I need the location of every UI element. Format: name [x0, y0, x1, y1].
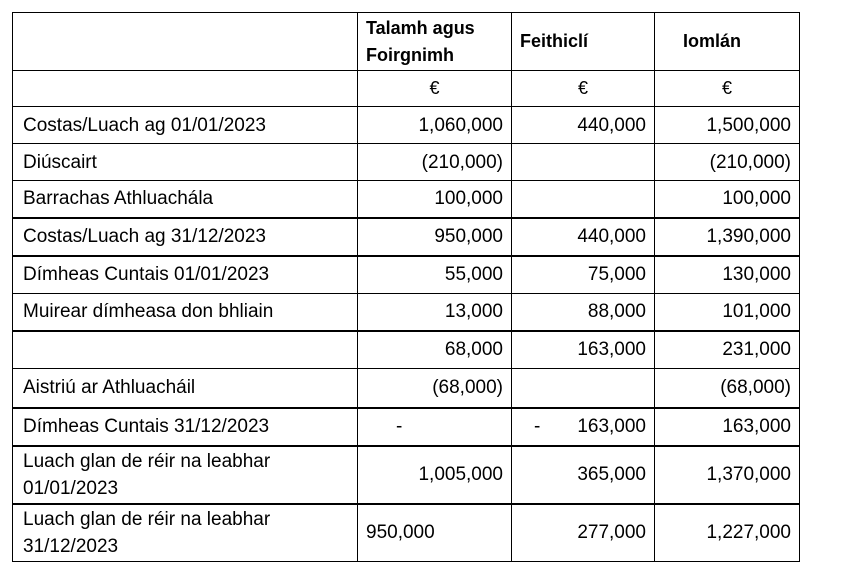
- row-label: Luach glan de réir na leabhar 31/12/2023: [12, 502, 358, 562]
- table-row: Barrachas Athluachála 100,000 100,000: [12, 180, 800, 218]
- fixed-assets-table: Talamh agus Foirgnimh Feithiclí Iomlán €…: [12, 12, 800, 562]
- cell-total: (210,000): [654, 143, 800, 181]
- row-label: [12, 329, 358, 369]
- currency-symbol-col2: €: [511, 70, 655, 107]
- table-row: 68,000 163,000 231,000: [12, 329, 800, 369]
- cell-total: 231,000: [654, 329, 800, 369]
- cell-total: 1,500,000: [654, 106, 800, 144]
- cell-total: (68,000): [654, 368, 800, 408]
- table-row: Dímheas Cuntais 31/12/2023 - - 163,000 16…: [12, 406, 800, 446]
- table-row: Luach glan de réir na leabhar 31/12/2023…: [12, 502, 800, 562]
- header-vehicles: Feithiclí: [511, 12, 655, 71]
- table-row: Muirear dímheasa don bhliain 13,000 88,0…: [12, 293, 800, 331]
- cell-land-buildings: 950,000: [357, 216, 512, 256]
- cell-total: 1,370,000: [654, 444, 800, 504]
- cell-vehicles: - 163,000: [511, 406, 655, 446]
- currency-symbol-col1: €: [357, 70, 512, 107]
- currency-blank-cell: [12, 70, 358, 107]
- dash-mark: -: [534, 416, 541, 437]
- header-blank-cell: [12, 12, 358, 71]
- cell-land-buildings: 1,060,000: [357, 106, 512, 144]
- row-label: Costas/Luach ag 31/12/2023: [12, 216, 358, 256]
- cell-total: 130,000: [654, 254, 800, 294]
- table-row: Costas/Luach ag 01/01/2023 1,060,000 440…: [12, 106, 800, 144]
- dash-mark: -: [396, 416, 403, 437]
- cell-vehicles: 440,000: [511, 216, 655, 256]
- cell-land-buildings: (210,000): [357, 143, 512, 181]
- cell-vehicles: [511, 368, 655, 408]
- cell-vehicles: 88,000: [511, 293, 655, 331]
- currency-row: € € €: [12, 70, 800, 107]
- cell-land-buildings: 100,000: [357, 180, 512, 218]
- cell-land-buildings: 1,005,000: [357, 444, 512, 504]
- table-row: Diúscairt (210,000) (210,000): [12, 143, 800, 181]
- cell-total: 1,227,000: [654, 502, 800, 562]
- table-row: Luach glan de réir na leabhar 01/01/2023…: [12, 444, 800, 504]
- cell-total: 1,390,000: [654, 216, 800, 256]
- cell-vehicles: 440,000: [511, 106, 655, 144]
- cell-land-buildings: 68,000: [357, 329, 512, 369]
- table-row: Aistriú ar Athluachá­il (68,000) (68,000…: [12, 368, 800, 408]
- header-land-buildings: Talamh agus Foirgnimh: [357, 12, 512, 71]
- table-row: Dímheas Cuntais 01/01/2023 55,000 75,000…: [12, 254, 800, 294]
- cell-vehicles: 277,000: [511, 502, 655, 562]
- cell-vehicles: 365,000: [511, 444, 655, 504]
- row-label: Aistriú ar Athluachá­il: [12, 368, 358, 408]
- cell-vehicles: [511, 143, 655, 181]
- row-label: Luach glan de réir na leabhar 01/01/2023: [12, 444, 358, 504]
- cell-land-buildings: 55,000: [357, 254, 512, 294]
- cell-land-buildings: (68,000): [357, 368, 512, 408]
- row-label: Diúscairt: [12, 143, 358, 181]
- cell-land-buildings: 13,000: [357, 293, 512, 331]
- currency-symbol-col3: €: [654, 70, 800, 107]
- cell-total: 100,000: [654, 180, 800, 218]
- cell-land-buildings: 950,000: [357, 502, 512, 562]
- header-total: Iomlán: [654, 12, 800, 71]
- cell-vehicles: 75,000: [511, 254, 655, 294]
- row-label: Muirear dímheasa don bhliain: [12, 293, 358, 331]
- cell-vehicles: [511, 180, 655, 218]
- row-label: Barrachas Athluachála: [12, 180, 358, 218]
- cell-total: 163,000: [654, 406, 800, 446]
- row-label: Dímheas Cuntais 31/12/2023: [12, 406, 358, 446]
- cell-land-buildings: -: [357, 406, 512, 446]
- cell-vehicles-value: 163,000: [577, 416, 646, 437]
- header-row: Talamh agus Foirgnimh Feithiclí Iomlán: [12, 12, 800, 71]
- cell-total: 101,000: [654, 293, 800, 331]
- cell-vehicles: 163,000: [511, 329, 655, 369]
- table-row: Costas/Luach ag 31/12/2023 950,000 440,0…: [12, 216, 800, 256]
- row-label: Costas/Luach ag 01/01/2023: [12, 106, 358, 144]
- row-label: Dímheas Cuntais 01/01/2023: [12, 254, 358, 294]
